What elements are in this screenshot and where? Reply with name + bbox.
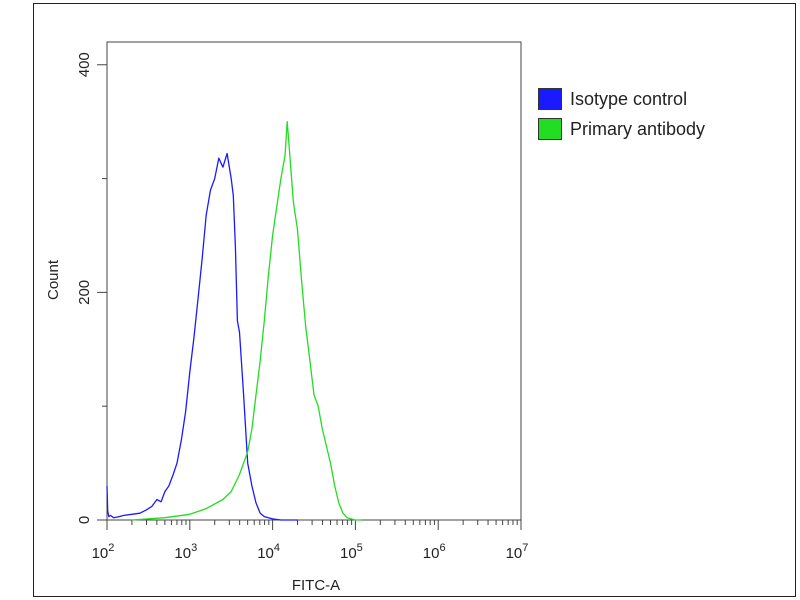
chart-legend: Isotype control Primary antibody xyxy=(538,84,705,144)
y-tick-label: 0 xyxy=(76,516,93,524)
legend-label: Primary antibody xyxy=(570,118,706,139)
legend-item-isotype-control: Isotype control xyxy=(538,84,705,114)
plot-area-border xyxy=(106,41,522,521)
legend-swatch-green xyxy=(538,118,562,140)
y-axis-label: Count xyxy=(45,259,62,300)
y-tick-label: 400 xyxy=(76,52,93,77)
chart-axes xyxy=(97,41,522,530)
y-tick-label: 200 xyxy=(76,280,93,305)
x-tick-label: 106 xyxy=(423,542,446,562)
figure-frame xyxy=(33,3,796,597)
series-line-primary-antibody xyxy=(131,121,362,521)
x-tick-label: 102 xyxy=(92,542,115,562)
series-line-isotype-control xyxy=(106,152,298,521)
series-layer xyxy=(106,121,362,521)
legend-swatch-blue xyxy=(538,88,562,110)
x-tick-label: 103 xyxy=(174,542,197,562)
x-tick-label: 105 xyxy=(340,542,363,562)
tick-layer: 102 103 104 105 106 107 0 200 400 xyxy=(76,52,528,562)
legend-item-primary-antibody: Primary antibody xyxy=(538,114,705,144)
x-tick-label: 107 xyxy=(506,542,529,562)
x-axis-label: FITC-A xyxy=(292,577,340,594)
x-tick-label: 104 xyxy=(257,542,280,562)
legend-label: Isotype control xyxy=(570,88,688,109)
